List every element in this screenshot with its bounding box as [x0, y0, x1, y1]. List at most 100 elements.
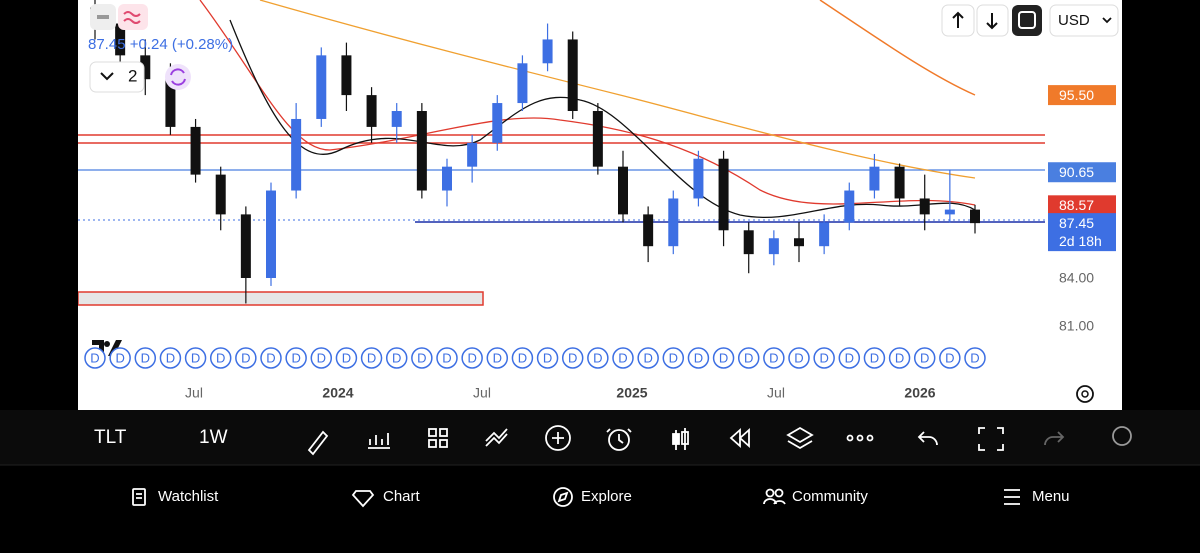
price-label: 84.00: [1059, 270, 1094, 286]
zone-box: [78, 291, 484, 306]
dividend-icon: [285, 347, 307, 369]
dividend-icon: [536, 347, 559, 369]
price-label: 81.00: [1059, 317, 1094, 333]
layout-button[interactable]: [89, 61, 145, 93]
dividend-icon: [184, 347, 207, 369]
top-left-buttons[interactable]: [90, 4, 148, 30]
candle-body: [140, 55, 151, 80]
candle-body: [643, 214, 654, 247]
candle-body: [718, 158, 729, 231]
chevron-icon: [100, 72, 114, 81]
nav-explore[interactable]: Explore: [581, 488, 632, 505]
candle-body: [165, 79, 176, 127]
candle-body: [266, 190, 276, 278]
moving-average: [819, 0, 976, 96]
candle-body: [190, 126, 201, 175]
candle-body: [869, 166, 880, 191]
price-label: 87.45: [1059, 215, 1094, 231]
candle-body: [467, 142, 478, 167]
candle-body: [894, 166, 905, 199]
price-label-box: [1048, 162, 1116, 183]
dividend-icon: [737, 347, 760, 369]
nav-menu[interactable]: Menu: [1032, 488, 1070, 505]
dividend-label: D: [291, 350, 300, 365]
candle-body: [768, 238, 779, 255]
dividend-icon: [913, 347, 936, 369]
top-right-buttons[interactable]: [941, 4, 1119, 37]
toolbar-icons[interactable]: [307, 425, 1132, 456]
time-label: Jul: [767, 385, 785, 401]
candle-body: [668, 198, 679, 247]
dividend-icon: [561, 347, 584, 369]
currency: USD: [1058, 12, 1090, 29]
dividend-label: D: [518, 350, 527, 365]
price-label: 88.57: [1059, 197, 1094, 213]
dividend-icon: [310, 347, 333, 369]
candle-body: [592, 111, 603, 167]
dividend-label: D: [493, 350, 502, 365]
dividend-label: D: [191, 350, 200, 365]
dividend-icon: [763, 347, 785, 369]
dividend-label: D: [115, 350, 124, 365]
dividend-label: D: [895, 350, 904, 365]
nav-watchlist[interactable]: Watchlist: [158, 488, 219, 505]
candle-body: [970, 209, 980, 224]
dividend-label: D: [442, 350, 451, 365]
settings-icon[interactable]: [1076, 385, 1094, 403]
dividend-icon: [109, 347, 131, 369]
dividend-label: D: [643, 350, 652, 365]
time-label: 2026: [904, 385, 935, 401]
nav-community[interactable]: Community: [792, 488, 868, 505]
sync-icon: [170, 68, 186, 86]
candle-body: [291, 118, 302, 191]
candle-body: [442, 166, 452, 191]
candle-body: [844, 190, 855, 223]
candle-body: [341, 55, 352, 96]
nav-chart[interactable]: Chart: [383, 488, 421, 505]
time-label: Jul: [185, 385, 203, 401]
plot: [78, 0, 1045, 306]
candle-body: [944, 209, 955, 215]
dividend-label: D: [392, 350, 401, 365]
dividend-icon: [838, 347, 861, 369]
dividend-icon: [637, 347, 659, 369]
dividend-icon: [436, 347, 458, 369]
sync-button[interactable]: [165, 64, 191, 90]
dividend-icon: [813, 347, 835, 369]
price-label: 95.50: [1059, 87, 1094, 103]
dividend-label: D: [970, 350, 979, 365]
time-label: Jul: [473, 385, 491, 401]
dividend-icon: [788, 347, 810, 369]
dividend-icon: [134, 347, 157, 369]
candle-body: [517, 63, 528, 104]
dividend-label: D: [342, 350, 351, 365]
dividend-label: D: [317, 350, 326, 365]
dividend-label: D: [845, 350, 854, 365]
dividend-label: D: [568, 350, 577, 365]
candle-body: [391, 111, 402, 127]
candle-body: [215, 174, 226, 215]
candle-body: [115, 23, 126, 56]
dividend-icon: [260, 347, 282, 369]
dividend-icon: [411, 347, 433, 369]
dividend-icon: [486, 347, 509, 369]
symbol[interactable]: TLT: [94, 427, 127, 448]
dividend-label: D: [216, 350, 225, 365]
price-label: 90.65: [1059, 164, 1094, 180]
dividend-icon: [888, 347, 911, 369]
candle-body: [794, 238, 804, 247]
layout-count: 2: [128, 66, 137, 85]
dividend-icon: [84, 347, 106, 369]
candle-body: [542, 39, 553, 64]
dividend-label: D: [819, 350, 828, 365]
dividend-icon: [360, 347, 383, 369]
dividend-label: D: [920, 350, 929, 365]
dividend-label: D: [694, 350, 703, 365]
interval[interactable]: 1W: [199, 427, 228, 448]
quote-text: 87.45 +0.24 (+0.28%): [88, 36, 233, 53]
time-label: 2025: [616, 385, 647, 401]
dividend-icon: [385, 347, 408, 369]
dividend-icon: [662, 347, 685, 369]
moving-average: [259, 0, 976, 179]
